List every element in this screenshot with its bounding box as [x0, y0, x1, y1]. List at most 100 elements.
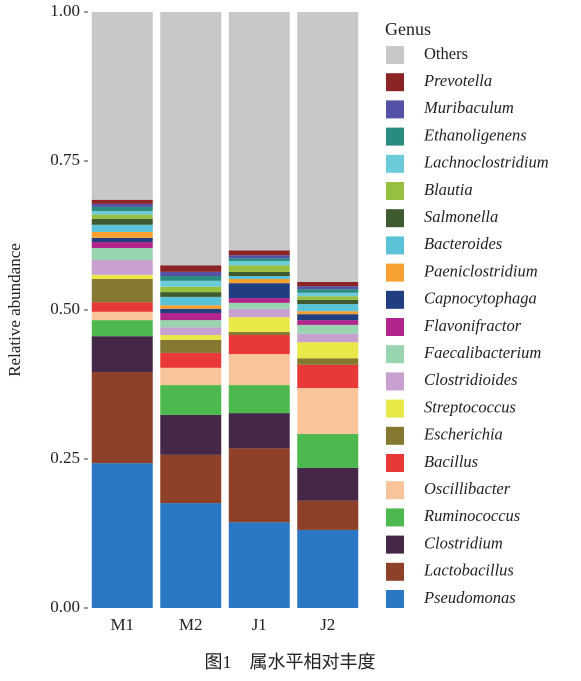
legend-swatch: [386, 182, 404, 200]
bar-segment: [228, 12, 290, 251]
bar-segment: [297, 311, 359, 315]
legend-swatch: [386, 372, 404, 391]
bar-segment: [228, 261, 290, 266]
bar-segment: [160, 367, 222, 386]
legend-swatch: [386, 154, 404, 173]
legend-swatch: [386, 263, 404, 282]
bar-segment: [160, 352, 222, 368]
bar-segment: [160, 339, 222, 353]
bar-segment: [91, 237, 153, 243]
legend-swatch: [386, 345, 404, 364]
bar-segment: [297, 281, 359, 287]
legend-label: Muribaculum: [423, 98, 514, 117]
legend-swatch: [386, 481, 404, 500]
bar-segment: [160, 280, 222, 287]
bar-segment: [297, 304, 359, 312]
bar-segment: [228, 308, 290, 318]
legend-swatch: [386, 318, 404, 336]
bar-segment: [228, 335, 290, 355]
bar-segment: [228, 522, 290, 608]
legend-swatch: [386, 290, 404, 309]
bar-segment: [228, 271, 290, 277]
legend-label: Capnocytophaga: [424, 289, 537, 308]
legend-swatch: [386, 73, 404, 92]
bar-segment: [297, 296, 359, 300]
bar-segment: [91, 463, 153, 608]
legend-swatch: [386, 46, 404, 64]
legend-label: Flavonifractor: [423, 316, 522, 335]
bar-segment: [228, 385, 290, 414]
legend-label: Bacteroides: [424, 234, 502, 253]
legend-label: Bacillus: [424, 452, 478, 471]
bar-segment: [297, 342, 359, 359]
bar-segment: [228, 302, 290, 309]
bar-segment: [297, 299, 359, 305]
legend-swatch: [386, 236, 404, 255]
bar-segment: [91, 218, 153, 225]
bar-segment: [91, 336, 153, 372]
legend-swatch: [386, 209, 404, 228]
bar-segment: [91, 224, 153, 232]
bar-segment: [91, 214, 153, 219]
bar-segment: [91, 279, 153, 303]
bar-segment: [160, 286, 222, 293]
bar-segment: [160, 296, 222, 306]
bar-segment: [91, 248, 153, 260]
bar-segment: [228, 354, 290, 386]
bar-segment: [297, 289, 359, 293]
bar-segment: [160, 503, 222, 608]
bar-segment: [160, 271, 222, 277]
caption: 图1 属水平相对丰度: [205, 652, 376, 672]
bar-segment: [297, 529, 359, 608]
bar-segment: [228, 265, 290, 272]
bar-segment: [297, 292, 359, 297]
y-tick-label: 0.25: [50, 448, 80, 467]
legend-label: Pseudomonas: [423, 588, 516, 607]
legend-label: Ethanoligenens: [423, 125, 527, 144]
bar-segment: [91, 203, 153, 207]
bar-segment: [297, 500, 359, 530]
legend-swatch: [386, 127, 404, 146]
legend-label: Ruminococcus: [423, 506, 520, 525]
bar-segment: [297, 388, 359, 434]
bar-segment: [228, 255, 290, 259]
legend-swatch: [386, 562, 404, 581]
bar-segment: [228, 258, 290, 262]
legend-label: Faecalibacterium: [423, 343, 541, 362]
bar-segment: [160, 265, 222, 272]
bar-segment: [160, 308, 222, 313]
legend-label: Salmonella: [424, 207, 498, 226]
legend-label: Blautia: [424, 180, 473, 199]
y-tick-label: 0.50: [50, 299, 80, 318]
legend-title: Genus: [385, 19, 431, 39]
bar-segment: [297, 358, 359, 365]
legend-swatch: [386, 508, 404, 527]
legend-label: Streptococcus: [424, 397, 516, 416]
bar-segment: [91, 311, 153, 321]
legend-label: Clostridium: [424, 533, 503, 552]
x-tick-label: M1: [110, 615, 134, 634]
bar-segment: [91, 242, 153, 249]
bar-segment: [297, 467, 359, 501]
bar-segment: [297, 286, 359, 290]
bar-segment: [91, 320, 153, 337]
bar-segment: [297, 364, 359, 389]
bar-segment: [91, 371, 153, 464]
bar-segment: [91, 206, 153, 212]
x-tick-label: M2: [179, 615, 203, 634]
bar-segment: [228, 283, 290, 299]
legend-swatch: [386, 100, 404, 119]
bar-segment: [228, 413, 290, 449]
legend-label: Others: [424, 44, 468, 63]
legend-label: Clostridioides: [424, 370, 518, 389]
bar-segment: [91, 211, 153, 215]
bar-segment: [297, 433, 359, 468]
bar-segment: [297, 12, 359, 282]
x-tick-label: J2: [320, 615, 335, 634]
legend-swatch: [386, 590, 404, 608]
legend-label: Prevotella: [423, 71, 492, 90]
bar-segment: [160, 454, 222, 504]
legend-label: Lactobacillus: [423, 561, 514, 580]
bar-segment: [160, 414, 222, 455]
